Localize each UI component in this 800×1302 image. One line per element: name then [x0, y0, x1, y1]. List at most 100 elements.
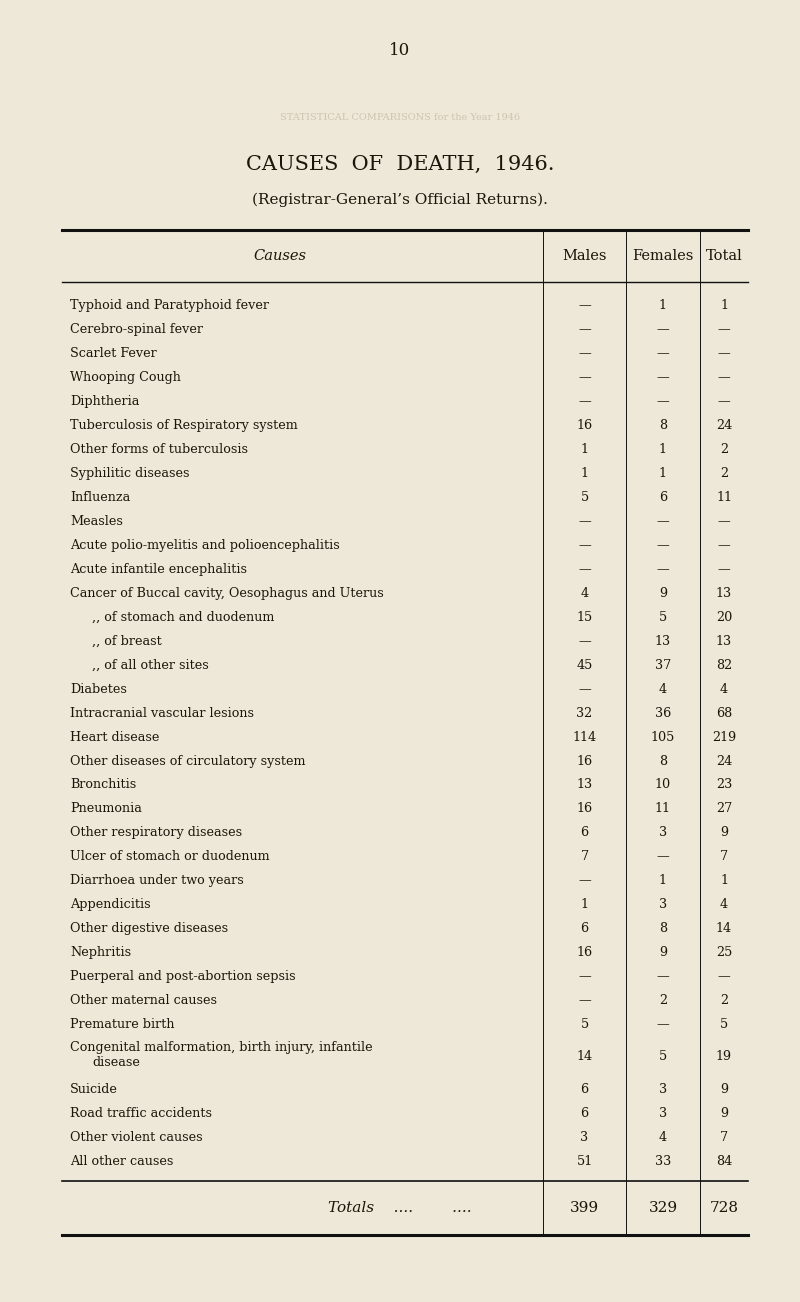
Text: Appendicitis: Appendicitis — [70, 898, 150, 911]
Text: Measles: Measles — [70, 516, 123, 529]
Text: Whooping Cough: Whooping Cough — [70, 371, 181, 384]
Text: —: — — [718, 323, 730, 336]
Text: —: — — [578, 993, 591, 1006]
Text: 11: 11 — [655, 802, 671, 815]
Text: Diarrhoea under two years: Diarrhoea under two years — [70, 875, 244, 887]
Text: Totals    ....        ....: Totals .... .... — [328, 1200, 472, 1215]
Text: —: — — [578, 875, 591, 887]
Text: 9: 9 — [659, 587, 667, 600]
Text: —: — — [657, 516, 670, 529]
Text: 9: 9 — [659, 947, 667, 960]
Text: 32: 32 — [576, 707, 593, 720]
Text: Puerperal and post-abortion sepsis: Puerperal and post-abortion sepsis — [70, 970, 296, 983]
Text: 6: 6 — [581, 922, 589, 935]
Text: 5: 5 — [720, 1018, 728, 1031]
Text: disease: disease — [92, 1056, 140, 1069]
Text: —: — — [718, 371, 730, 384]
Text: —: — — [578, 371, 591, 384]
Text: Other maternal causes: Other maternal causes — [70, 993, 217, 1006]
Text: Ulcer of stomach or duodenum: Ulcer of stomach or duodenum — [70, 850, 270, 863]
Text: Causes: Causes — [254, 249, 306, 263]
Text: 219: 219 — [712, 730, 736, 743]
Text: —: — — [657, 970, 670, 983]
Text: STATISTICAL COMPARISONS for the Year 1946: STATISTICAL COMPARISONS for the Year 194… — [280, 113, 520, 122]
Text: 1: 1 — [581, 898, 589, 911]
Text: 16: 16 — [577, 419, 593, 432]
Text: 5: 5 — [659, 1051, 667, 1064]
Text: —: — — [578, 970, 591, 983]
Text: —: — — [657, 562, 670, 575]
Text: Intracranial vascular lesions: Intracranial vascular lesions — [70, 707, 254, 720]
Text: —: — — [657, 850, 670, 863]
Text: Bronchitis: Bronchitis — [70, 779, 136, 792]
Text: 7: 7 — [720, 850, 728, 863]
Text: —: — — [578, 562, 591, 575]
Text: 16: 16 — [577, 755, 593, 768]
Text: Diabetes: Diabetes — [70, 682, 127, 695]
Text: 8: 8 — [659, 922, 667, 935]
Text: —: — — [578, 348, 591, 361]
Text: 1: 1 — [659, 299, 667, 312]
Text: 7: 7 — [720, 1130, 728, 1143]
Text: 68: 68 — [716, 707, 732, 720]
Text: 2: 2 — [720, 443, 728, 456]
Text: 13: 13 — [716, 587, 732, 600]
Text: 8: 8 — [659, 755, 667, 768]
Text: ,, of stomach and duodenum: ,, of stomach and duodenum — [92, 611, 274, 624]
Text: Influenza: Influenza — [70, 491, 130, 504]
Text: Other violent causes: Other violent causes — [70, 1130, 202, 1143]
Text: Females: Females — [632, 249, 694, 263]
Text: Typhoid and Paratyphoid fever: Typhoid and Paratyphoid fever — [70, 299, 269, 312]
Text: 33: 33 — [655, 1155, 671, 1168]
Text: 20: 20 — [716, 611, 732, 624]
Text: 2: 2 — [720, 993, 728, 1006]
Text: 329: 329 — [649, 1200, 678, 1215]
Text: 9: 9 — [720, 827, 728, 840]
Text: 14: 14 — [577, 1051, 593, 1064]
Text: —: — — [578, 516, 591, 529]
Text: —: — — [718, 516, 730, 529]
Text: Road traffic accidents: Road traffic accidents — [70, 1107, 212, 1120]
Text: —: — — [718, 562, 730, 575]
Text: ,, of breast: ,, of breast — [92, 635, 162, 648]
Text: —: — — [578, 682, 591, 695]
Text: (Registrar-General’s Official Returns).: (Registrar-General’s Official Returns). — [252, 193, 548, 207]
Text: 114: 114 — [573, 730, 597, 743]
Text: Congenital malformation, birth injury, infantile: Congenital malformation, birth injury, i… — [70, 1042, 373, 1055]
Text: 25: 25 — [716, 947, 732, 960]
Text: Other respiratory diseases: Other respiratory diseases — [70, 827, 242, 840]
Text: —: — — [657, 539, 670, 552]
Text: 11: 11 — [716, 491, 732, 504]
Text: 1: 1 — [720, 875, 728, 887]
Text: 37: 37 — [655, 659, 671, 672]
Text: Cerebro-spinal fever: Cerebro-spinal fever — [70, 323, 203, 336]
Text: —: — — [657, 323, 670, 336]
Text: Scarlet Fever: Scarlet Fever — [70, 348, 157, 361]
Text: 3: 3 — [659, 827, 667, 840]
Text: —: — — [578, 635, 591, 648]
Text: —: — — [578, 396, 591, 409]
Text: 1: 1 — [659, 443, 667, 456]
Text: 10: 10 — [655, 779, 671, 792]
Text: 1: 1 — [581, 443, 589, 456]
Text: Males: Males — [562, 249, 606, 263]
Text: —: — — [718, 396, 730, 409]
Text: —: — — [718, 970, 730, 983]
Text: 14: 14 — [716, 922, 732, 935]
Text: —: — — [718, 539, 730, 552]
Text: 2: 2 — [720, 467, 728, 480]
Text: 399: 399 — [570, 1200, 599, 1215]
Text: 5: 5 — [659, 611, 667, 624]
Text: 6: 6 — [581, 1107, 589, 1120]
Text: 9: 9 — [720, 1107, 728, 1120]
Text: 4: 4 — [659, 682, 667, 695]
Text: —: — — [657, 396, 670, 409]
Text: 82: 82 — [716, 659, 732, 672]
Text: 1: 1 — [720, 299, 728, 312]
Text: 2: 2 — [659, 993, 667, 1006]
Text: Nephritis: Nephritis — [70, 947, 131, 960]
Text: Suicide: Suicide — [70, 1083, 118, 1096]
Text: Premature birth: Premature birth — [70, 1018, 174, 1031]
Text: —: — — [578, 323, 591, 336]
Text: 6: 6 — [659, 491, 667, 504]
